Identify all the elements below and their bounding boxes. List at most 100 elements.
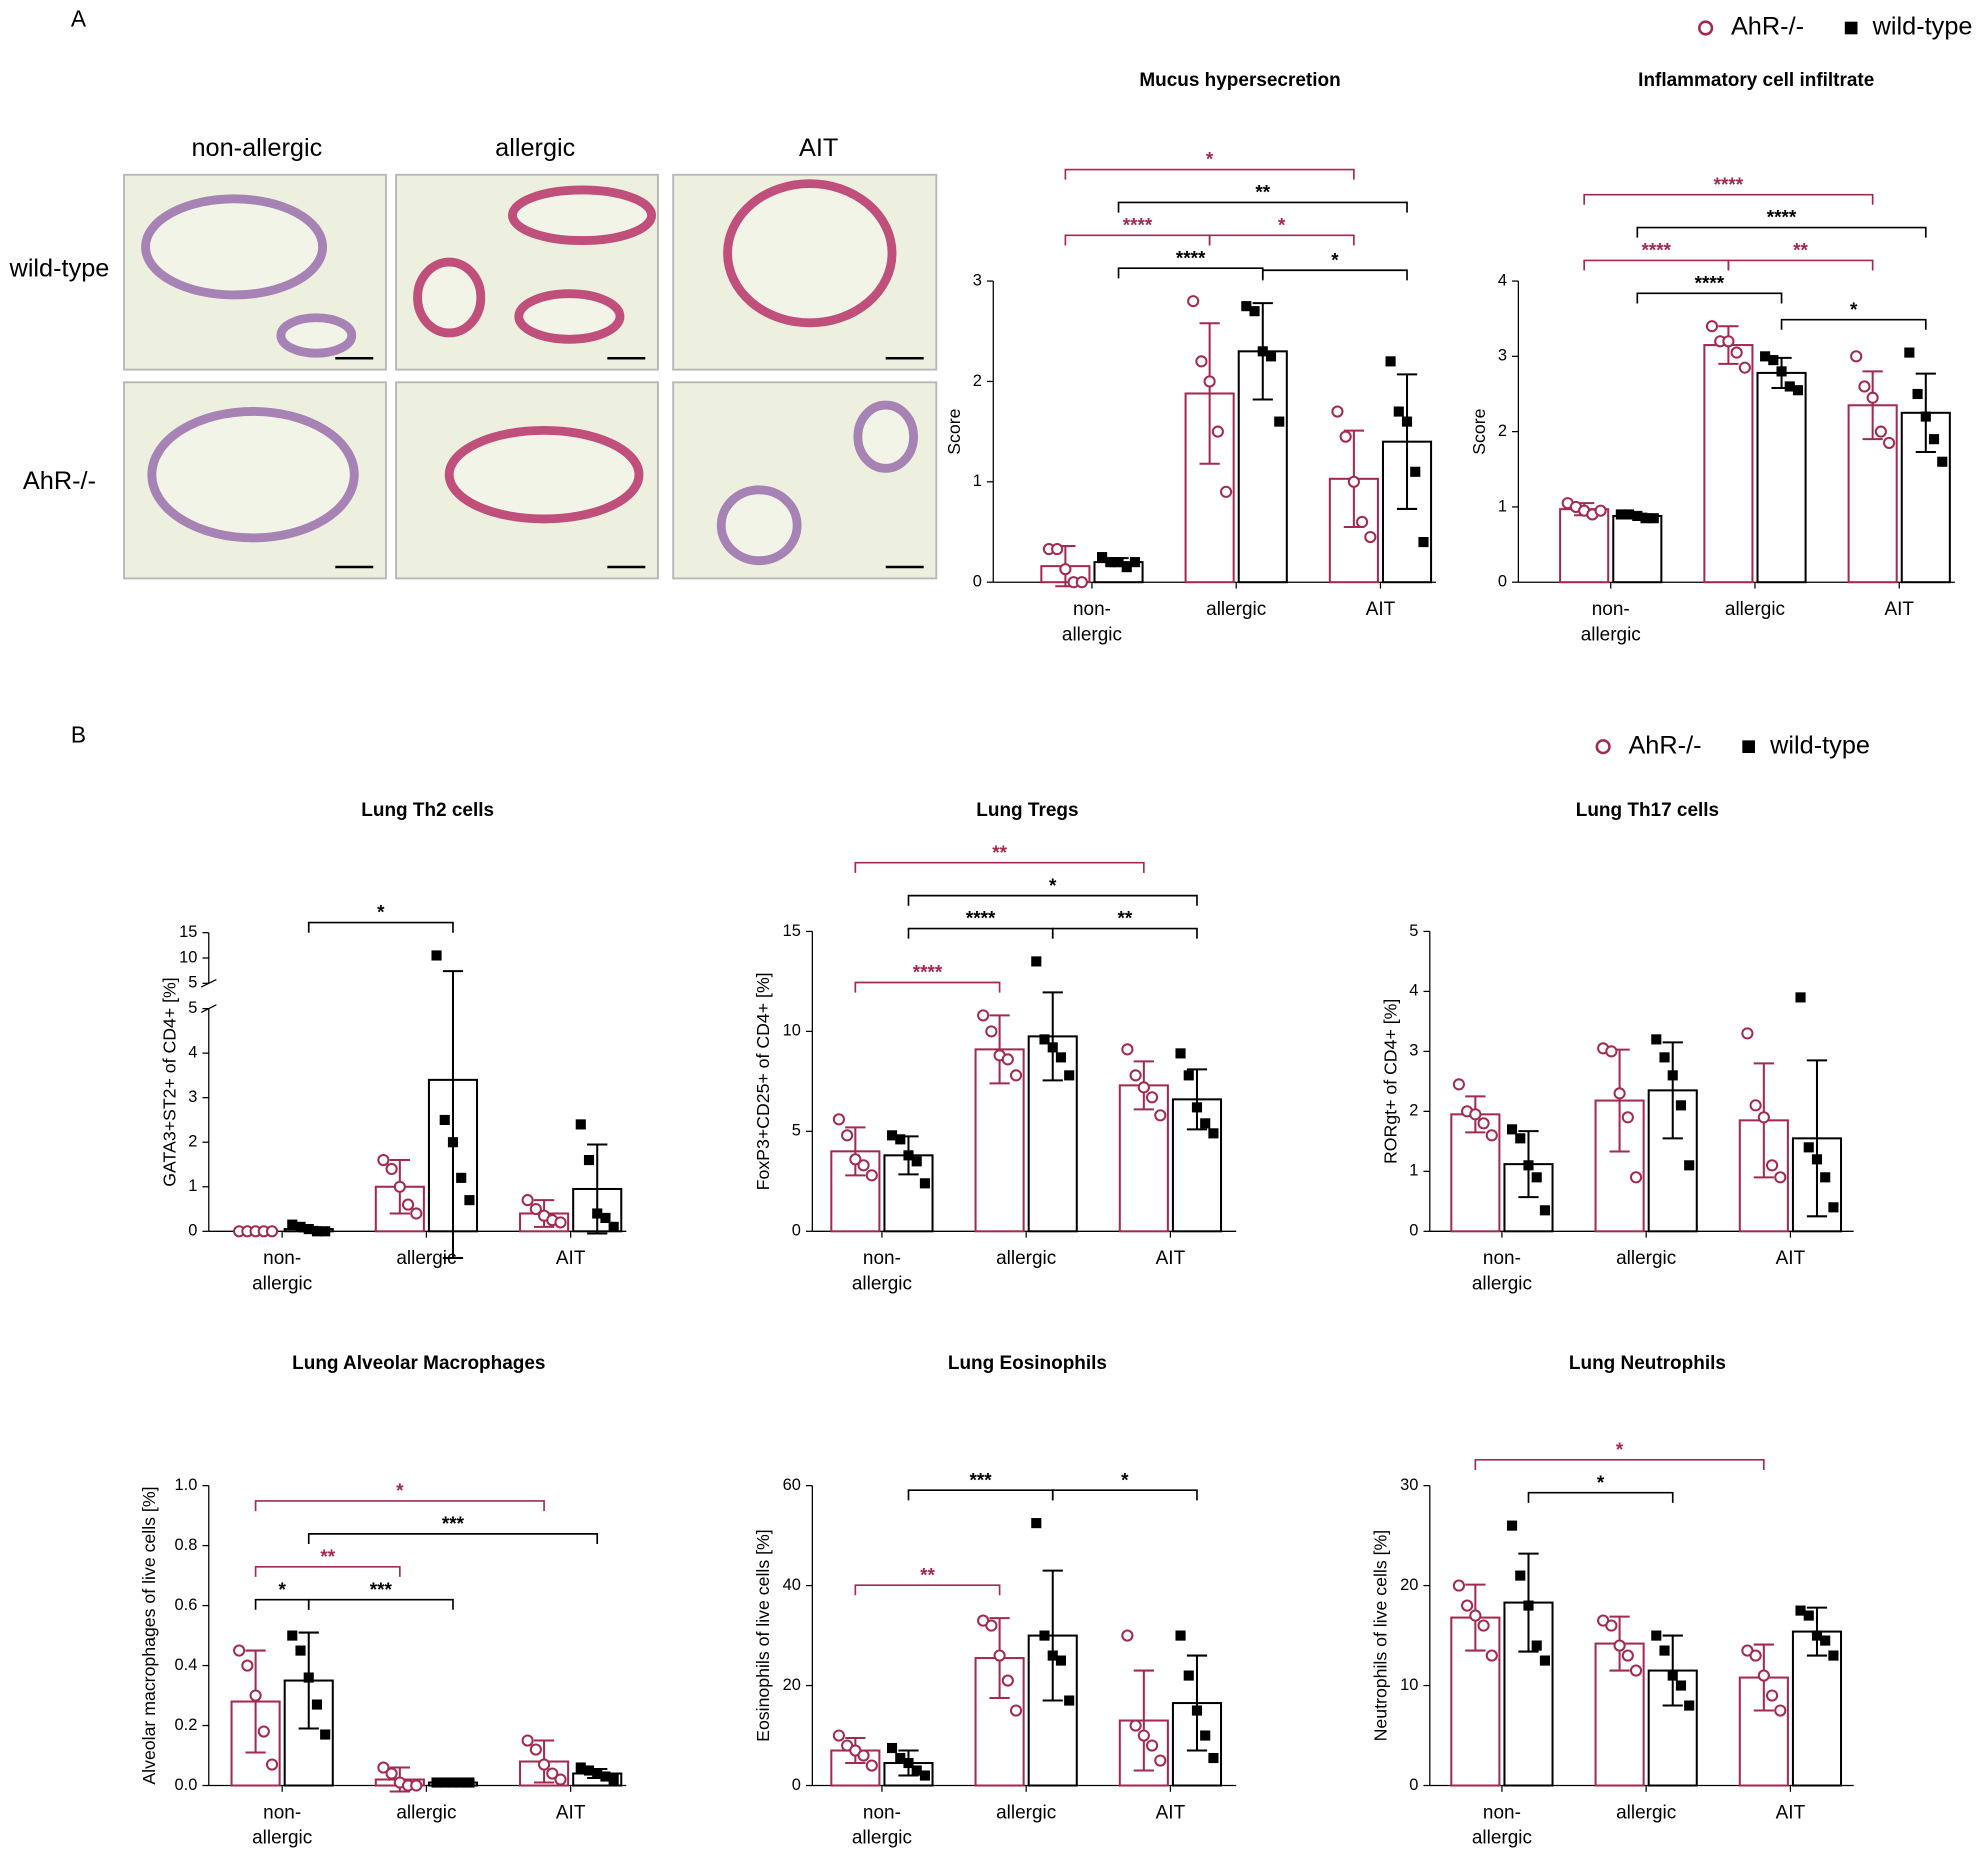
- y-tick-label: 4: [1498, 271, 1507, 289]
- data-point: [832, 1113, 845, 1126]
- significance-label: ***: [442, 1514, 465, 1535]
- data-point: [1075, 576, 1088, 589]
- data-point: [1795, 1605, 1806, 1616]
- data-point: [1064, 1695, 1075, 1706]
- data-point: [257, 1725, 270, 1738]
- data-point: [303, 1224, 314, 1235]
- data-point: [546, 1767, 559, 1780]
- data-point: [895, 1134, 906, 1145]
- data-point: [1613, 1087, 1626, 1100]
- data-point: [911, 1765, 922, 1776]
- data-point: [1211, 425, 1224, 438]
- significance-label: ***: [370, 1580, 393, 1601]
- data-point: [1220, 485, 1233, 498]
- x-tick-label: allergic: [1616, 1248, 1676, 1269]
- y-tick-label: 0.4: [175, 1656, 198, 1674]
- significance-label: *: [1850, 300, 1858, 321]
- data-point: [1937, 456, 1948, 467]
- data-point: [1183, 1070, 1194, 1081]
- y-tick-label: 0: [1409, 1776, 1418, 1794]
- data-point: [1768, 355, 1779, 366]
- y-tick-label: 0.2: [175, 1716, 198, 1734]
- y-tick-label: 0.0: [175, 1776, 198, 1794]
- data-point: [1129, 1719, 1142, 1732]
- x-tick-label: allergic: [1206, 599, 1266, 620]
- data-point: [1191, 1705, 1203, 1716]
- y-tick-label: 10: [783, 1022, 801, 1040]
- legend-marker: [1742, 740, 1755, 754]
- data-point: [1154, 1109, 1167, 1122]
- data-point: [865, 1169, 878, 1182]
- data-point: [1912, 388, 1923, 400]
- data-point: [1760, 351, 1771, 362]
- significance-label: **: [1793, 241, 1808, 262]
- data-point: [1452, 1078, 1465, 1091]
- x-tick-label: allergic: [1472, 1273, 1532, 1294]
- data-point: [600, 1771, 611, 1782]
- y-tick-label: 0: [188, 1222, 197, 1240]
- significance-bracket: [1780, 318, 1927, 330]
- data-point: [447, 1137, 459, 1148]
- data-point: [1145, 1091, 1159, 1104]
- data-point: [1850, 350, 1863, 363]
- data-point: [401, 1198, 415, 1211]
- data-point: [1121, 1629, 1134, 1642]
- airway: [141, 194, 328, 300]
- bar: [1703, 344, 1754, 584]
- data-point: [1121, 1043, 1134, 1056]
- y-tick-label: 5: [1409, 922, 1418, 940]
- data-point: [1064, 1070, 1075, 1081]
- x-tick-label: AIT: [1776, 1802, 1806, 1823]
- significance-label: ****: [1714, 175, 1744, 196]
- data-point: [1183, 1670, 1194, 1681]
- y-tick-label: 10: [179, 948, 197, 966]
- data-point: [1765, 1689, 1779, 1702]
- data-point: [600, 1212, 611, 1224]
- y-tick-label: 10: [1400, 1676, 1418, 1694]
- significance-bracket: [1208, 234, 1355, 246]
- bar: [1559, 508, 1610, 584]
- data-point: [1811, 1630, 1823, 1641]
- data-point: [1393, 406, 1404, 417]
- airway: [716, 485, 802, 566]
- data-point: [1249, 306, 1260, 317]
- chart-title: Lung Tregs: [976, 800, 1078, 821]
- data-point: [1113, 557, 1124, 568]
- histology-images: non-allergic allergic AIT wild-type AhR-…: [9, 134, 938, 580]
- y-tick-label: 4: [188, 1043, 197, 1061]
- data-point: [1154, 1754, 1167, 1767]
- data-point: [456, 1777, 467, 1788]
- data-point: [1356, 515, 1369, 529]
- data-point: [1757, 1669, 1770, 1682]
- significance-bracket: [854, 861, 1145, 873]
- data-point: [311, 1699, 323, 1710]
- significance-label: *: [1278, 215, 1286, 236]
- x-tick-label: allergic: [852, 1273, 912, 1294]
- y-tick-label: 20: [1400, 1576, 1418, 1594]
- significance-bracket: [1727, 259, 1874, 271]
- data-point: [592, 1208, 603, 1219]
- y-axis-label: Eosinophils of live cells [%]: [753, 1529, 773, 1742]
- legend-label: wild-type: [1872, 13, 1973, 41]
- row-label: AhR-/-: [23, 467, 96, 495]
- y-tick-label: 4: [1409, 982, 1418, 1000]
- x-tick-label: non-: [1483, 1802, 1521, 1823]
- data-point: [1469, 1108, 1482, 1121]
- data-point: [583, 1154, 595, 1166]
- data-point: [1195, 355, 1208, 368]
- data-point: [1675, 1100, 1687, 1111]
- data-point: [1605, 1045, 1618, 1058]
- data-point: [1705, 320, 1719, 333]
- x-tick-label: allergic: [252, 1273, 312, 1294]
- data-point: [583, 1765, 595, 1776]
- significance-bracket: [1636, 226, 1927, 238]
- y-tick-label: 15: [783, 922, 801, 940]
- data-point: [1469, 1609, 1482, 1622]
- data-point: [1828, 1650, 1839, 1661]
- significance-bracket: [854, 1584, 1001, 1596]
- data-point: [1629, 1171, 1643, 1184]
- data-point: [1055, 1655, 1067, 1666]
- x-tick-label: non-: [263, 1802, 301, 1823]
- legend-label: AhR-/-: [1628, 731, 1701, 759]
